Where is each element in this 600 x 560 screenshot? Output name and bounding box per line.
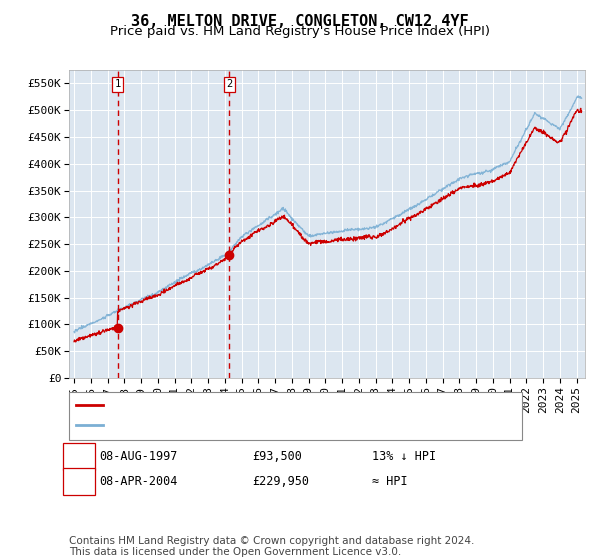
Text: 1: 1 (115, 80, 121, 90)
Text: 2: 2 (76, 475, 82, 488)
Text: ≈ HPI: ≈ HPI (372, 475, 407, 488)
Text: 2: 2 (226, 80, 232, 90)
Text: Price paid vs. HM Land Registry's House Price Index (HPI): Price paid vs. HM Land Registry's House … (110, 25, 490, 38)
Text: £93,500: £93,500 (252, 450, 302, 463)
Bar (118, 70, 229, 378)
Text: HPI: Average price, detached house, Cheshire East: HPI: Average price, detached house, Ches… (108, 421, 427, 430)
Text: 08-AUG-1997: 08-AUG-1997 (99, 450, 178, 463)
Text: 36, MELTON DRIVE, CONGLETON, CW12 4YF (detached house): 36, MELTON DRIVE, CONGLETON, CW12 4YF (d… (108, 400, 459, 410)
Text: 36, MELTON DRIVE, CONGLETON, CW12 4YF: 36, MELTON DRIVE, CONGLETON, CW12 4YF (131, 14, 469, 29)
Text: 08-APR-2004: 08-APR-2004 (99, 475, 178, 488)
Text: 13% ↓ HPI: 13% ↓ HPI (372, 450, 436, 463)
Text: £229,950: £229,950 (252, 475, 309, 488)
Text: 1: 1 (76, 450, 82, 463)
Text: Contains HM Land Registry data © Crown copyright and database right 2024.
This d: Contains HM Land Registry data © Crown c… (69, 535, 475, 557)
